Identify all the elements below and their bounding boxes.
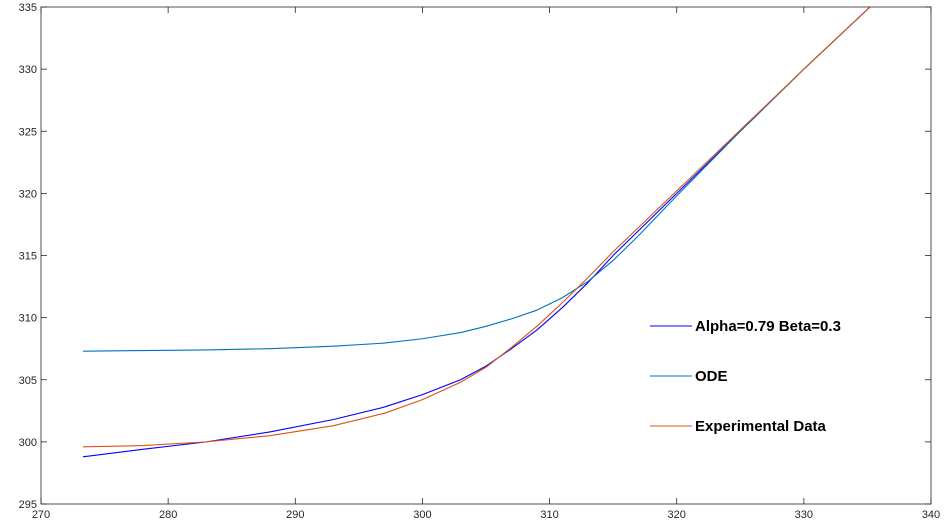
x-tick-label: 310 [540, 509, 558, 521]
legend-label-2: Experimental Data [695, 418, 827, 435]
x-tick-label: 330 [795, 509, 813, 521]
series-layer [82, 6, 871, 458]
ticks-layer: 270 280 290 300 310 320 330 340 295 300 305 310 315 3… [19, 2, 941, 521]
x-tick-label: 340 [922, 509, 940, 521]
y-tick-label: 300 [19, 437, 37, 449]
y-tick-label: 315 [19, 251, 37, 263]
series-line-1 [82, 6, 871, 352]
y-tick-label: 310 [19, 313, 37, 325]
x-tick-label: 280 [159, 509, 177, 521]
y-tick-label: 335 [19, 2, 37, 14]
y-tick-label: 305 [19, 375, 37, 387]
y-tick-label: 325 [19, 126, 37, 138]
y-tick-label: 330 [19, 64, 37, 76]
x-tick-label: 300 [413, 509, 431, 521]
x-tick-label: 290 [286, 509, 304, 521]
x-tick-label: 320 [668, 509, 686, 521]
legend-label-1: ODE [695, 368, 728, 385]
x-tick-label: 270 [32, 509, 50, 521]
legend: Alpha=0.79 Beta=0.3 ODE Experimental Data [650, 318, 841, 435]
legend-label-0: Alpha=0.79 Beta=0.3 [695, 318, 841, 335]
series-line-2 [82, 6, 871, 448]
y-tick-label: 320 [19, 188, 37, 200]
y-tick-label: 295 [19, 499, 37, 511]
